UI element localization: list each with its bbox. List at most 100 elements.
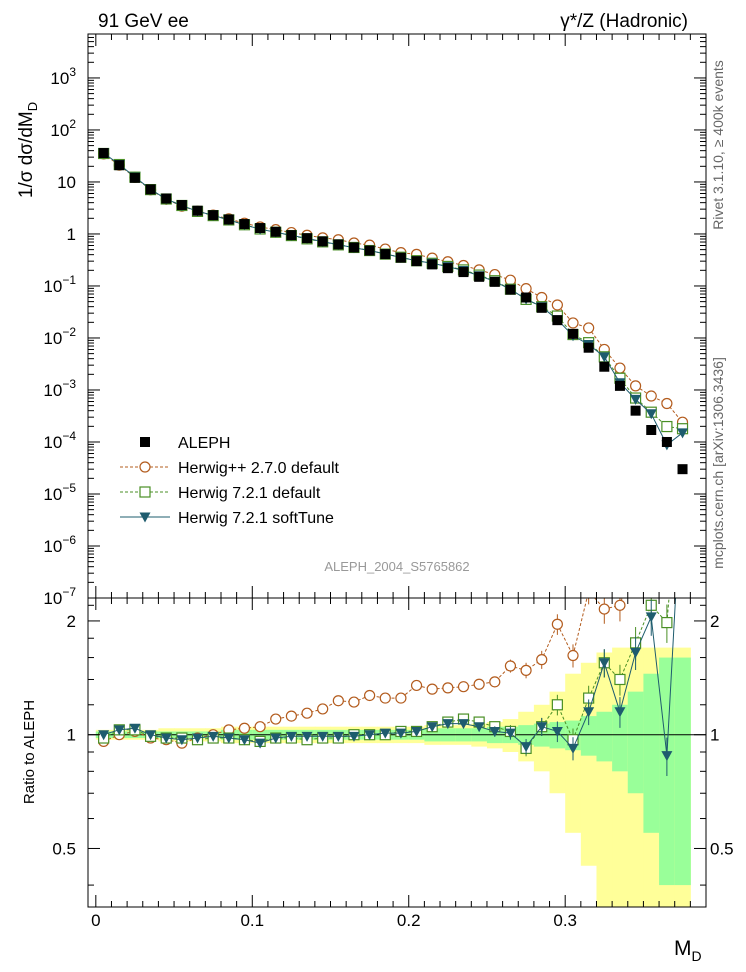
ratio-point <box>504 728 516 739</box>
data-point <box>536 302 547 313</box>
ratio-band-outer <box>596 652 613 907</box>
data-point <box>521 292 532 303</box>
main-y-axis-title: 1/σ dσ/dMD <box>16 102 40 198</box>
y-tick-label: 10−2 <box>43 325 76 348</box>
data-point <box>192 205 203 216</box>
ratio-point <box>473 722 485 733</box>
series-point <box>520 283 532 295</box>
data-point <box>646 425 657 436</box>
ratio-point <box>254 738 266 749</box>
ratio-point <box>254 721 266 733</box>
ratio-panel-series <box>98 388 688 777</box>
ratio-point <box>113 725 125 736</box>
y-tick-label: 10−4 <box>43 429 76 452</box>
data-point <box>317 236 328 247</box>
data-point <box>661 436 672 447</box>
series-point <box>645 409 657 420</box>
ratio-point <box>129 723 141 734</box>
ratio-point <box>646 483 656 493</box>
ratio-point <box>270 713 282 725</box>
ratio-point <box>661 616 673 629</box>
ratio-point <box>536 722 548 733</box>
data-point <box>239 219 250 230</box>
ratio-y-tick-label: 2 <box>67 612 76 631</box>
ratio-point <box>332 695 344 707</box>
ratio-point <box>426 722 438 733</box>
ratio-y-tick-label-right: 2 <box>710 612 719 631</box>
data-point <box>255 223 266 234</box>
ratio-point <box>285 731 297 742</box>
data-point <box>223 214 234 225</box>
legend: ALEPH Herwig++ 2.7.0 default Herwig 7.2.1 … <box>120 435 340 527</box>
ratio-point <box>583 707 595 718</box>
analysis-label: ALEPH_2004_S5765862 <box>324 559 469 574</box>
series-line <box>103 153 683 430</box>
series-point <box>645 390 657 402</box>
data-point <box>302 233 313 244</box>
series-point <box>614 362 626 374</box>
ratio-point <box>520 664 532 676</box>
data-point <box>505 284 516 295</box>
ratio-point <box>301 731 313 742</box>
data-point <box>474 271 485 282</box>
data-point <box>395 252 406 263</box>
legend-marker <box>139 512 151 523</box>
y-tick-label: 10−3 <box>43 377 76 400</box>
ratio-point <box>98 730 110 741</box>
ratio-point <box>520 742 532 753</box>
data-point <box>630 405 641 416</box>
y-tick-label: 10−5 <box>43 481 76 504</box>
ratio-point <box>317 731 329 742</box>
ratio-point <box>631 549 641 559</box>
ratio-point <box>207 731 219 742</box>
ratio-y-tick-label-right: 1 <box>710 726 719 745</box>
ratio-point <box>442 719 454 730</box>
axes: 0 0.1 0.2 0.3 10−7 10−6 10−5 10−4 10−3 10−2 10−1 1 1… <box>43 33 734 930</box>
series-point <box>677 428 689 439</box>
ratio-uncertainty-bands <box>95 647 691 907</box>
svg-text:1/σ dσ/dMD: 1/σ dσ/dMD <box>16 102 40 198</box>
x-axis-title: MD <box>674 937 702 964</box>
ratio-point <box>348 696 360 708</box>
ratio-point <box>678 388 688 398</box>
ratio-y-axis-title: Ratio to ALEPH <box>21 700 38 804</box>
data-point <box>442 263 453 274</box>
series-point <box>598 352 610 363</box>
svg-text:MD: MD <box>674 937 702 964</box>
y-tick-label: 10−7 <box>43 585 76 608</box>
ratio-point <box>598 603 610 615</box>
ratio-point <box>223 733 235 744</box>
y-tick-label: 102 <box>50 117 76 140</box>
ratio-band-inner <box>627 691 644 794</box>
ratio-point <box>584 586 594 596</box>
y-tick-label: 10 <box>57 173 76 192</box>
ratio-point <box>348 731 360 742</box>
series-point <box>536 291 548 304</box>
ratio-point <box>598 658 610 669</box>
y-tick-label: 10−6 <box>43 533 76 556</box>
ratio-point <box>442 682 454 694</box>
ratio-y-tick-label: 1 <box>67 726 76 745</box>
ratio-point <box>176 735 188 746</box>
ratio-point <box>567 649 579 662</box>
ratio-band-inner <box>674 657 691 886</box>
data-point <box>677 464 688 475</box>
ratio-point <box>410 679 423 692</box>
rivet-version-label: Rivet 3.1.10, ≥ 400k events <box>710 60 726 230</box>
ratio-band-inner <box>596 711 613 762</box>
ratio-point <box>662 450 672 460</box>
legend-label: ALEPH <box>178 435 230 452</box>
ratio-point <box>332 731 344 742</box>
series-point <box>630 394 642 405</box>
ratio-point <box>614 599 626 611</box>
series-point <box>629 380 642 392</box>
ratio-point <box>238 735 250 746</box>
ratio-y-tick-label: 0.5 <box>52 839 76 858</box>
ratio-point <box>364 730 376 741</box>
data-point <box>552 315 563 326</box>
ratio-point <box>192 733 204 744</box>
legend-marker <box>140 437 150 447</box>
ratio-point <box>630 648 642 659</box>
ratio-point <box>411 726 423 737</box>
